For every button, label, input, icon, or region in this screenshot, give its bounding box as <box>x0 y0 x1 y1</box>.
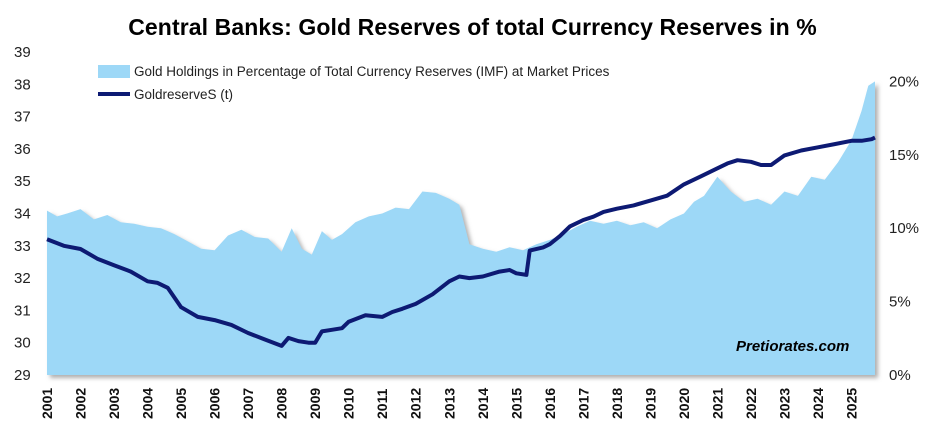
chart-title: Central Banks: Gold Reserves of total Cu… <box>128 14 817 40</box>
y-right-tick-label: 20% <box>889 73 919 90</box>
x-tick-label: 2024 <box>810 388 826 419</box>
x-tick-label: 2012 <box>408 388 424 419</box>
area-layer <box>47 81 875 376</box>
x-tick-label: 2021 <box>709 388 725 419</box>
y-left-tick-label: 39 <box>14 44 31 61</box>
x-tick-label: 2001 <box>39 388 55 419</box>
x-tick-label: 2016 <box>542 388 558 419</box>
gold-percentage-area <box>47 81 875 376</box>
x-tick-label: 2015 <box>508 388 524 419</box>
y-left-tick-label: 29 <box>14 367 31 384</box>
y-right-tick-label: 0% <box>889 367 911 384</box>
x-tick-label: 2014 <box>475 388 491 419</box>
gold-reserves-line <box>46 135 876 348</box>
x-tick-label: 2010 <box>341 388 357 419</box>
x-tick-label: 2002 <box>73 388 89 419</box>
axis-layer: 29 30 31 32 33 34 35 36 37 38 39 0% 5% 10% 15% 20% 2001 2… <box>14 44 919 419</box>
x-tick-label: 2005 <box>173 388 189 419</box>
x-tick-label: 2004 <box>140 388 156 419</box>
x-tick-label: 2017 <box>575 388 591 419</box>
x-tick-label: 2022 <box>743 388 759 419</box>
x-tick-label: 2013 <box>441 388 457 419</box>
x-tick-label: 2009 <box>307 388 323 419</box>
y-right-tick-label: 15% <box>889 147 919 164</box>
x-tick-label: 2025 <box>844 388 860 419</box>
y-left-tick-label: 32 <box>14 270 31 287</box>
y-left-tick-label: 37 <box>14 109 31 126</box>
watermark: Pretiorates.com <box>736 338 849 355</box>
x-tick-label: 2023 <box>777 388 793 419</box>
y-right-tick-label: 5% <box>889 294 911 311</box>
x-tick-label: 2011 <box>374 388 390 419</box>
x-tick-label: 2003 <box>106 388 122 419</box>
y-right-tick-label: 10% <box>889 220 919 237</box>
x-tick-label: 2007 <box>240 388 256 419</box>
y-left-tick-label: 34 <box>14 206 31 223</box>
line-layer <box>46 135 876 348</box>
legend-line-label: GoldreserveS (t) <box>134 87 233 102</box>
y-left-tick-label: 33 <box>14 238 31 255</box>
x-tick-label: 2019 <box>642 388 658 419</box>
x-tick-label: 2020 <box>676 388 692 419</box>
y-left-tick-label: 31 <box>14 302 31 319</box>
legend-area-label: Gold Holdings in Percentage of Total Cur… <box>134 64 610 79</box>
y-left-tick-label: 38 <box>14 76 31 93</box>
x-tick-label: 2018 <box>609 388 625 419</box>
y-left-tick-label: 35 <box>14 173 31 190</box>
legend: Gold Holdings in Percentage of Total Cur… <box>98 64 610 102</box>
legend-area-swatch <box>98 65 130 78</box>
y-left-tick-label: 36 <box>14 141 31 158</box>
y-left-tick-label: 30 <box>14 335 31 352</box>
x-tick-label: 2008 <box>274 388 290 419</box>
x-tick-label: 2006 <box>207 388 223 419</box>
